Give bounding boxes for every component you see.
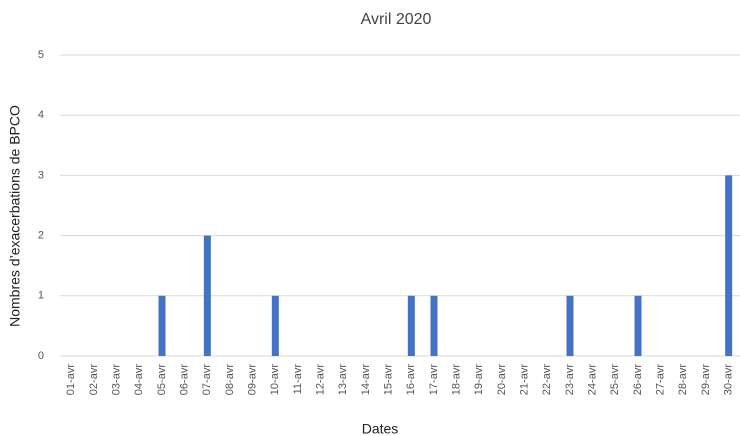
- bar: [158, 295, 166, 356]
- x-tick-label: 26-avr: [632, 364, 644, 396]
- x-tick-label: 30-avr: [723, 364, 735, 396]
- x-tick-label: 01-avr: [65, 364, 77, 396]
- x-tick-label: 20-avr: [496, 364, 508, 396]
- x-tick-label: 08-avr: [224, 364, 236, 396]
- x-tick-label: 12-avr: [315, 364, 327, 396]
- x-tick-label: 03-avr: [111, 364, 123, 396]
- bar: [430, 295, 438, 356]
- y-tick-label: 4: [38, 109, 44, 121]
- bar: [407, 295, 415, 356]
- y-tick-label: 1: [38, 290, 44, 302]
- y-tick-label: 0: [38, 350, 44, 362]
- x-tick-label: 19-avr: [473, 364, 485, 396]
- x-tick-label: 22-avr: [541, 364, 553, 396]
- x-tick-label: 25-avr: [609, 364, 621, 396]
- x-tick-label: 16-avr: [405, 364, 417, 396]
- x-tick-label: 23-avr: [564, 364, 576, 396]
- x-tick-label: 17-avr: [428, 364, 440, 396]
- x-tick-label: 07-avr: [201, 364, 213, 396]
- bar: [566, 295, 574, 356]
- x-tick-label: 24-avr: [587, 364, 599, 396]
- y-tick-label: 2: [38, 230, 44, 242]
- x-tick-label: 05-avr: [156, 364, 168, 396]
- x-axis-label: Dates: [362, 421, 399, 436]
- x-tick-label: 04-avr: [133, 364, 145, 396]
- x-tick-label: 15-avr: [383, 364, 395, 396]
- x-tick-label: 27-avr: [655, 364, 667, 396]
- chart-title: Avril 2020: [361, 11, 432, 28]
- x-tick-label: 14-avr: [360, 364, 372, 396]
- x-tick-label: 13-avr: [337, 364, 349, 396]
- bar: [634, 295, 642, 356]
- x-tick-label: 09-avr: [247, 364, 259, 396]
- x-tick-label: 06-avr: [179, 364, 191, 396]
- x-tick-label: 11-avr: [292, 364, 304, 395]
- y-tick-label: 5: [38, 49, 44, 61]
- y-tick-label: 3: [38, 169, 44, 181]
- bar: [203, 235, 211, 356]
- bar: [725, 175, 733, 356]
- x-tick-label: 02-avr: [88, 364, 100, 396]
- x-tick-label: 28-avr: [677, 364, 689, 396]
- x-tick-label: 18-avr: [451, 364, 463, 396]
- x-tick-label: 21-avr: [519, 364, 531, 396]
- x-tick-label: 10-avr: [269, 364, 281, 396]
- bar: [271, 295, 279, 356]
- y-axis-label: Nombres d’exacerbations de BPCO: [7, 105, 23, 327]
- x-tick-label: 29-avr: [700, 364, 712, 396]
